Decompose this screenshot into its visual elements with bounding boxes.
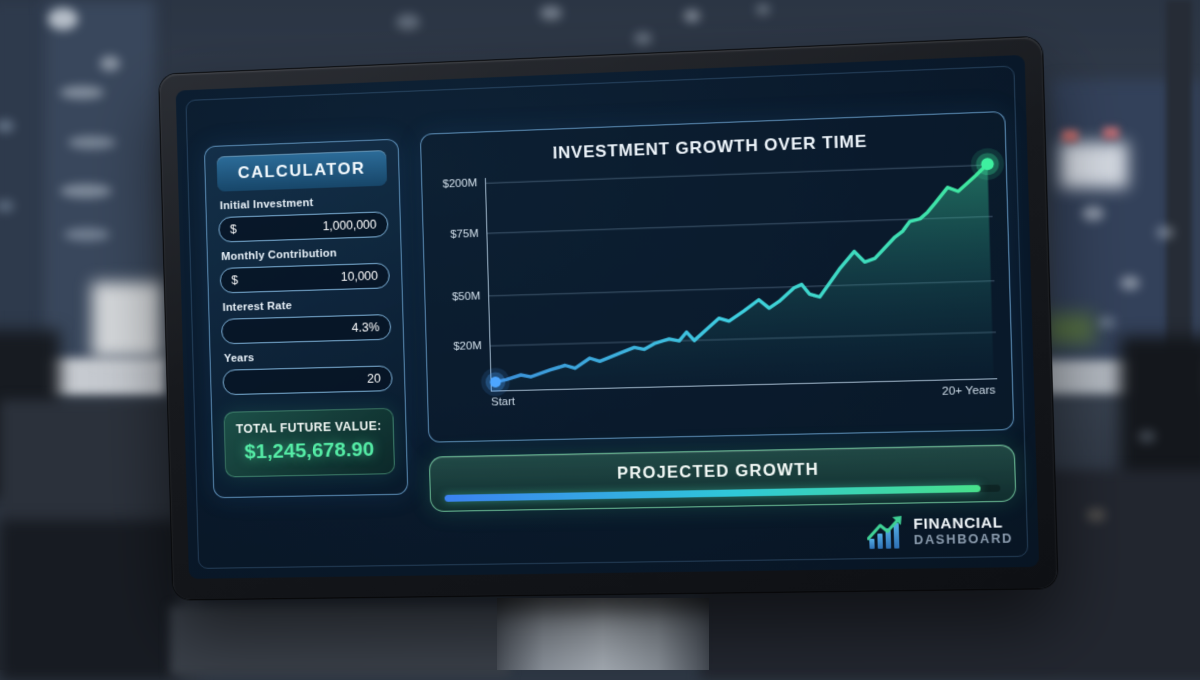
bokeh-light: [0, 120, 14, 132]
bokeh-light: [540, 6, 562, 20]
years-label: Years: [223, 352, 255, 365]
total-future-value-label: TOTAL FUTURE VALUE:: [235, 418, 382, 437]
printer-left: [92, 282, 162, 358]
bokeh-light: [0, 200, 14, 212]
currency-prefix: $: [231, 273, 239, 288]
total-future-value: $1,245,678.90: [244, 437, 375, 464]
total-future-value-box: TOTAL FUTURE VALUE: $1,245,678.90: [223, 407, 396, 478]
interest-rate-input[interactable]: 4.3%: [220, 313, 392, 345]
plot-row: $200M $75M $50M $20M: [436, 147, 1005, 397]
currency-prefix: $: [229, 222, 237, 237]
plant: [1046, 314, 1094, 344]
y-axis-label: $75M: [450, 227, 479, 241]
bokeh-light: [634, 32, 652, 45]
calculator-title: CALCULATOR: [216, 150, 388, 192]
bokeh-light: [100, 56, 120, 71]
bokeh-light: [756, 4, 770, 15]
monthly-contribution-value: 10,000: [340, 268, 379, 284]
initial-investment-input[interactable]: $ 1,000,000: [218, 211, 389, 243]
initial-investment-value: 1,000,000: [322, 217, 377, 234]
calculator-panel: CALCULATOR Initial Investment $ 1,000,00…: [203, 138, 409, 499]
dashboard-content: CALCULATOR Initial Investment $ 1,000,00…: [176, 55, 1039, 579]
floor-bottom-left: [0, 520, 180, 680]
bokeh-light: [68, 136, 116, 149]
progress-bar-track: [444, 484, 1001, 502]
financial-dashboard-logo: FINANCIAL DASHBOARD: [431, 514, 1018, 556]
y-axis-label: $200M: [442, 177, 478, 191]
floor-bottom-mid: [170, 606, 510, 676]
chart-plot-area: [480, 147, 1005, 397]
monitor-bezel: CALCULATOR Initial Investment $ 1,000,00…: [159, 36, 1058, 600]
x-tick-end: 20+ Years: [941, 384, 996, 398]
interest-rate-label: Interest Rate: [222, 300, 293, 314]
bright-building: [1060, 142, 1128, 188]
bokeh-light: [1086, 508, 1106, 522]
investment-chart-panel: INVESTMENT GROWTH OVER TIME $200M $75M $50…: [419, 110, 1015, 443]
logo-line1: FINANCIAL: [913, 514, 1004, 533]
monitor: CALCULATOR Initial Investment $ 1,000,00…: [159, 36, 1058, 600]
projected-growth-button[interactable]: PROJECTED GROWTH: [428, 444, 1017, 513]
red-roof-lights: [1062, 130, 1078, 142]
growth-line-chart: [480, 147, 1005, 397]
bokeh-light: [1098, 316, 1116, 329]
dashboard-screen: CALCULATOR Initial Investment $ 1,000,00…: [175, 54, 1040, 579]
bar-chart-up-arrow-icon: [867, 515, 903, 549]
projected-growth-label: PROJECTED GROWTH: [616, 460, 820, 483]
logo-line2: DASHBOARD: [913, 531, 1014, 547]
monitor-stand: [497, 598, 709, 670]
y-axis-labels: $200M $75M $50M $20M: [436, 178, 491, 392]
bokeh-light: [48, 8, 78, 30]
bokeh-light: [1156, 226, 1174, 239]
red-roof-lights: [1103, 127, 1119, 139]
bokeh-light: [64, 228, 110, 241]
initial-investment-label: Initial Investment: [219, 197, 314, 213]
bokeh-light: [1120, 276, 1140, 290]
x-tick-start: Start: [490, 396, 516, 409]
y-axis-label: $20M: [453, 340, 482, 353]
years-value: 20: [367, 371, 381, 386]
right-column: INVESTMENT GROWTH OVER TIME $200M $75M $50…: [419, 110, 1018, 564]
progress-bar-fill: [444, 484, 981, 502]
bokeh-light: [1138, 430, 1156, 443]
bokeh-light: [1082, 206, 1104, 221]
bokeh-light: [60, 86, 104, 99]
building-silhouette: [0, 0, 50, 380]
bokeh-light: [396, 14, 420, 30]
interest-rate-value: 4.3%: [351, 320, 380, 335]
years-input[interactable]: 20: [222, 365, 393, 396]
bokeh-light: [60, 184, 112, 198]
y-axis-label: $50M: [451, 290, 481, 304]
monthly-contribution-label: Monthly Contribution: [221, 247, 337, 264]
monthly-contribution-input[interactable]: $ 10,000: [219, 262, 390, 294]
bokeh-light: [684, 10, 700, 22]
